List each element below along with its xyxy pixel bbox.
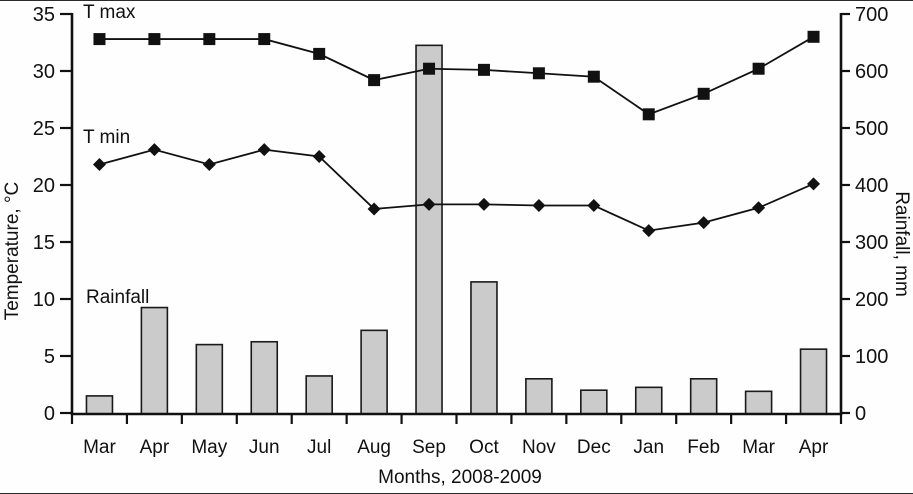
x-axis-month-label: Mar [83, 437, 116, 458]
rainfall-bar [689, 377, 718, 415]
rainfall-bar [799, 348, 828, 415]
tmax-marker [532, 67, 545, 80]
right-axis-title: Rainfall, mm [891, 191, 912, 297]
right-axis-tick-label: 300 [855, 232, 888, 254]
rainfall-bar [195, 343, 224, 415]
rainfall-bar [744, 390, 773, 415]
right-axis-tick-label: 100 [855, 346, 888, 368]
tmin-marker [697, 216, 711, 230]
tmax-marker [368, 74, 381, 87]
left-axis-tick-label: 10 [33, 289, 55, 311]
tmin-marker [642, 224, 656, 238]
tmax-marker [148, 33, 161, 46]
tmax-marker [258, 33, 271, 46]
tmin-series-label: T min [83, 127, 131, 148]
tmax-marker [423, 62, 436, 75]
tmax-marker [752, 62, 765, 75]
x-axis-month-label: Feb [687, 437, 720, 458]
right-axis-tick-label: 700 [855, 4, 888, 26]
rainfall-series-label: Rainfall [86, 287, 150, 308]
tmin-marker [587, 199, 601, 213]
tmax-marker [587, 70, 600, 83]
left-axis-tick-label: 30 [33, 61, 55, 83]
left-axis-tick-label: 15 [33, 232, 55, 254]
x-axis-month-label: Jun [249, 437, 280, 458]
tmin-marker [422, 197, 436, 211]
tmin-marker [752, 201, 766, 215]
tmax-marker [477, 63, 490, 76]
rainfall-bar [470, 281, 498, 415]
tmax-marker [203, 33, 216, 46]
tmin-marker [367, 202, 381, 216]
tmin-marker [257, 143, 271, 157]
tmax-marker [642, 108, 655, 121]
rainfall-bar [85, 395, 114, 415]
x-axis-month-label: Dec [577, 437, 611, 458]
rainfall-bar [580, 389, 608, 415]
x-axis-month-label: Apr [140, 437, 170, 458]
left-axis-tick-label: 25 [33, 118, 55, 140]
tmin-marker [532, 199, 546, 213]
tmax-marker [697, 87, 710, 100]
right-axis-tick-label: 500 [855, 118, 888, 140]
tmin-marker [92, 157, 106, 171]
x-axis-title: Months, 2008-2009 [378, 467, 542, 488]
left-axis-tick-label: 20 [33, 175, 55, 197]
x-axis-month-label: May [191, 437, 227, 458]
tmax-marker [313, 47, 326, 60]
tmax-line [99, 36, 814, 116]
x-axis-month-label: Sep [412, 437, 446, 458]
tmin-marker [477, 197, 491, 211]
right-axis-tick-label: 200 [855, 289, 888, 311]
left-axis-tick-label: 5 [44, 346, 55, 368]
left-axis-tick-label: 0 [44, 403, 55, 425]
right-axis-tick-label: 0 [855, 403, 866, 425]
rainfall-bar [634, 386, 663, 415]
left-axis-title: Temperature, °C [2, 181, 23, 321]
tmin-line [99, 148, 814, 232]
x-axis-month-label: Jul [307, 437, 331, 458]
x-axis-month-label: Nov [522, 437, 556, 458]
rainfall-bar [250, 340, 279, 415]
rainfall-bar [360, 329, 388, 415]
tmax-marker [807, 30, 820, 43]
x-axis-month-label: Jan [633, 437, 664, 458]
right-axis-tick-label: 400 [855, 175, 888, 197]
tmin-marker [312, 150, 326, 163]
left-axis-tick-label: 35 [33, 4, 55, 26]
right-axis-tick-label: 600 [855, 61, 888, 83]
x-axis-month-label: Oct [469, 437, 499, 458]
tmin-marker [807, 177, 821, 191]
rainfall-bar [525, 377, 553, 415]
tmax-marker [93, 33, 106, 46]
tmax-series-label: T max [83, 2, 136, 23]
x-axis-month-label: Mar [742, 437, 775, 458]
rainfall-bar [415, 44, 443, 415]
rainfall-bar [140, 306, 169, 415]
tmin-marker [147, 143, 161, 157]
tmin-marker [202, 157, 216, 171]
x-axis-month-label: Aug [357, 437, 391, 458]
x-axis-month-label: Apr [799, 437, 829, 458]
rainfall-bar [305, 375, 333, 415]
